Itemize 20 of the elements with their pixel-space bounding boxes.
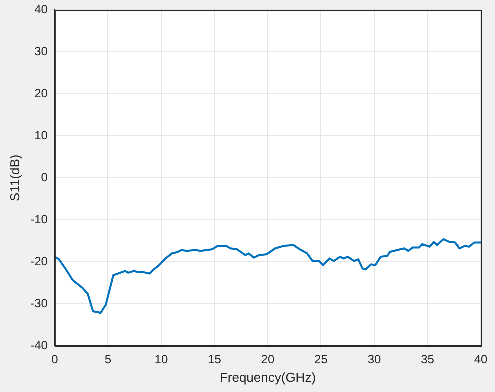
x-tick-label: 20 [261, 352, 275, 367]
y-tick-label: -10 [30, 212, 48, 226]
y-tick-label: 40 [34, 2, 48, 17]
x-axis-title: Frequency(GHz) [220, 370, 316, 385]
x-tick-label: 10 [154, 352, 168, 367]
y-tick-label: -40 [30, 338, 48, 352]
y-tick-label: -30 [30, 296, 48, 310]
y-tick-label: 10 [34, 128, 48, 142]
x-tick-label: 30 [368, 352, 382, 367]
x-tick-label: 5 [104, 352, 112, 367]
x-tick-label: 0 [52, 352, 59, 367]
y-tick-label: 30 [34, 44, 48, 58]
y-axis-title: S11(dB) [7, 154, 22, 202]
x-tick-label: 25 [314, 352, 328, 367]
y-tick-label: -20 [30, 254, 48, 268]
y-tick-label: 20 [34, 86, 48, 100]
x-tick-label: 35 [421, 352, 435, 367]
y-tick-label: 0 [41, 170, 48, 184]
x-tick-label: 40 [474, 352, 488, 367]
x-tick-label: 15 [208, 352, 222, 367]
